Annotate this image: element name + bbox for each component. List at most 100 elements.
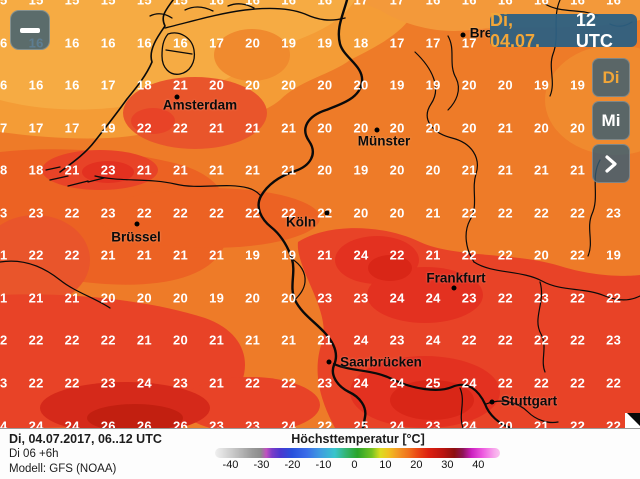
temp-value: 22 — [281, 375, 297, 391]
temp-value: 21 — [497, 162, 513, 178]
legend-color-scale — [215, 448, 500, 458]
day-button-mi[interactable]: Mi — [592, 101, 630, 140]
temp-value: 21 — [209, 247, 225, 263]
city-label: Brüssel — [111, 229, 161, 245]
temp-value: 20 — [533, 120, 550, 136]
temp-value: 20 — [389, 205, 405, 221]
temp-value: 22 — [570, 418, 586, 428]
legend-ticks: -40 -30 -20 -10 0 10 20 30 40 — [215, 459, 500, 473]
temp-value: 21 — [209, 375, 225, 391]
temp-value: 15 — [64, 0, 80, 8]
chevron-right-icon — [605, 154, 617, 173]
temp-value: 22 — [172, 205, 189, 221]
city-dot — [326, 359, 332, 365]
temp-value: 20 — [570, 120, 586, 136]
temp-value: 17 — [425, 35, 441, 51]
temp-value: 19 — [281, 35, 297, 51]
border-lines — [0, 0, 640, 428]
temp-value: 21 — [0, 290, 8, 306]
temp-value: 16 — [533, 0, 550, 8]
zoom-out-button[interactable] — [10, 10, 50, 50]
map-canvas[interactable]: 15 15 15 15 15 15 16 16 16 16 17 17 16 16 16 16 16 16 16 16… — [0, 0, 640, 428]
day-button-di[interactable]: Di — [592, 58, 630, 97]
temp-value: 23 — [606, 205, 622, 221]
temp-value: 21 — [281, 332, 297, 348]
temp-value: 18 — [353, 35, 369, 51]
temp-value: 19 — [317, 35, 333, 51]
temp-value: 20 — [100, 290, 116, 306]
temp-value: 22 — [570, 290, 586, 306]
temp-value: 21 — [209, 332, 225, 348]
temp-value: 20 — [245, 35, 261, 51]
status-bar: Di, 04.07.2017, 06..12 UTC Di 06 +6h Mod… — [0, 428, 640, 479]
temp-value: 22 — [209, 205, 225, 221]
temp-value: 19 — [570, 77, 586, 93]
temp-value: 20 — [497, 418, 513, 428]
temp-value: 23 — [100, 162, 116, 178]
city-label: Amsterdam — [162, 97, 238, 113]
temp-value: 21 — [461, 162, 477, 178]
legend-title: Höchsttemperatur [°C] — [291, 432, 425, 446]
temp-value: 26 — [100, 418, 116, 428]
corner-triangle-icon — [627, 413, 640, 426]
day-button-di-label: Di — [602, 67, 620, 87]
temp-value: 21 — [533, 162, 550, 178]
temp-value: 22 — [64, 375, 80, 391]
temp-value: 22 — [172, 120, 189, 136]
temp-value: 15 — [172, 0, 189, 8]
temp-value: 20 — [281, 290, 297, 306]
temp-value: 17 — [389, 0, 405, 8]
temp-value: 21 — [100, 247, 116, 263]
city-label: Stuttgart — [500, 393, 558, 409]
temperature-shading-layer — [0, 0, 640, 428]
temp-value: 23 — [100, 205, 116, 221]
temp-value: 16 — [0, 77, 8, 93]
temp-value: 23 — [172, 375, 189, 391]
temp-value: 16 — [497, 0, 513, 8]
temp-value: 23 — [209, 418, 225, 428]
temp-value: 24 — [461, 375, 477, 391]
city-dot — [324, 210, 330, 216]
temp-value: 22 — [317, 418, 333, 428]
temp-value: 21 — [533, 418, 550, 428]
map-corner-expand-button[interactable] — [625, 413, 640, 428]
temp-value: 19 — [245, 247, 261, 263]
legend-tick-label: 40 — [472, 459, 485, 471]
temp-value: 21 — [172, 162, 189, 178]
temp-value: 20 — [425, 120, 441, 136]
temp-value: 23 — [0, 375, 8, 391]
temp-value: 21 — [209, 120, 225, 136]
temp-value: 22 — [64, 332, 80, 348]
temp-value: 20 — [317, 120, 333, 136]
temp-value: 24 — [389, 375, 405, 391]
temp-value: 22 — [461, 332, 477, 348]
city-label: Bre — [469, 25, 493, 41]
datetime-header[interactable]: Di, 04.07. 12 UTC — [490, 10, 637, 51]
city-label: Frankfurt — [426, 270, 486, 286]
temp-value: 20 — [353, 120, 369, 136]
temp-value: 26 — [136, 418, 152, 428]
temp-value: 22 — [28, 332, 44, 348]
temp-value: 22 — [533, 205, 550, 221]
temp-value: 22 — [28, 247, 44, 263]
temp-value: 22 — [100, 332, 116, 348]
next-step-button[interactable] — [592, 144, 630, 183]
temp-value: 22 — [606, 418, 622, 428]
temp-value: 20 — [245, 77, 261, 93]
header-day-label: Di, 04.07. — [490, 9, 541, 51]
city-label: Köln — [286, 214, 316, 230]
temp-value: 21 — [172, 247, 189, 263]
temp-value: 22 — [606, 290, 622, 306]
temp-value: 21 — [64, 290, 80, 306]
city-label: Saarbrücken — [340, 354, 422, 370]
temp-value: 16 — [172, 35, 189, 51]
temp-value: 19 — [606, 247, 622, 263]
temp-value: 21 — [497, 120, 513, 136]
temp-value: 21 — [245, 332, 261, 348]
temp-value: 24 — [425, 332, 441, 348]
temp-value: 21 — [136, 162, 152, 178]
temp-value: 23 — [317, 290, 333, 306]
temp-value: 15 — [28, 0, 44, 8]
temp-value: 16 — [281, 0, 297, 8]
temp-value: 24 — [64, 418, 80, 428]
